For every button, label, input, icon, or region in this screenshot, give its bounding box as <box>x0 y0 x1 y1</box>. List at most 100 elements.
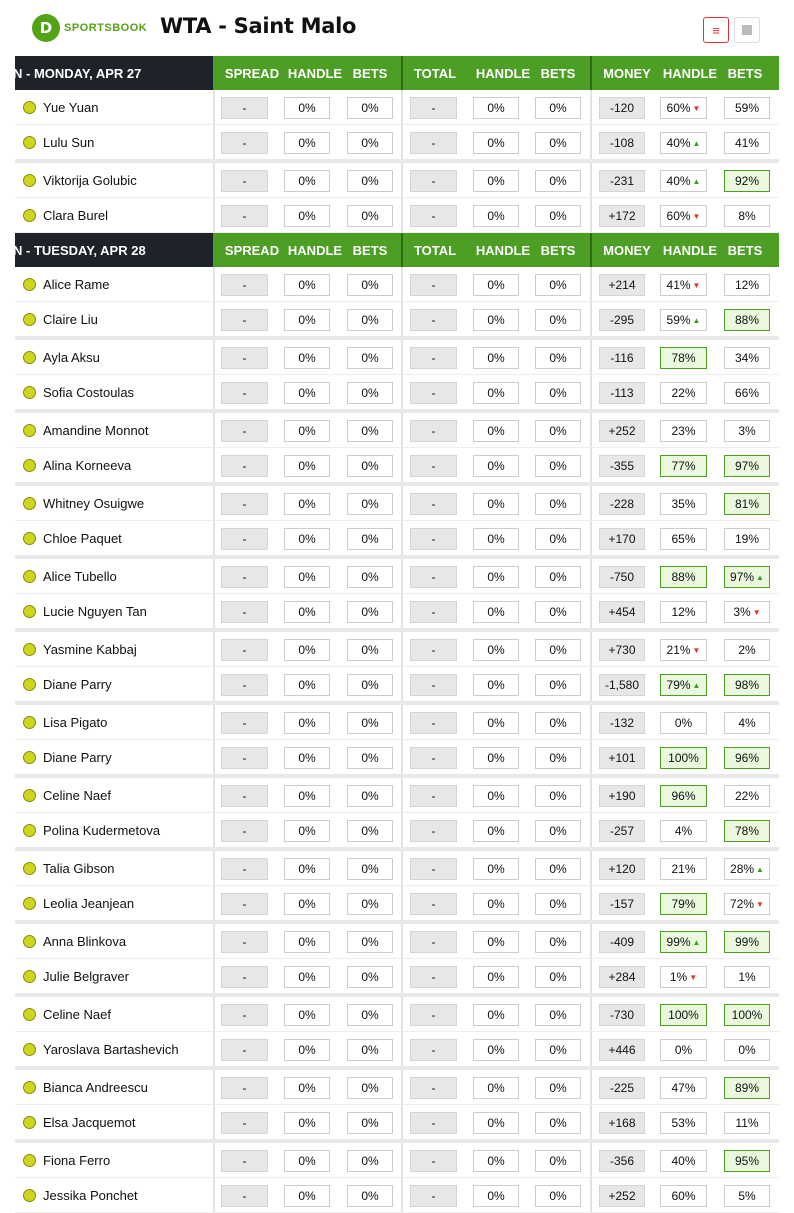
column-header-handle[interactable]: HANDLE <box>287 242 343 258</box>
column-header-handle[interactable]: HANDLE <box>287 65 343 81</box>
column-header-bets[interactable]: BETS <box>540 65 576 81</box>
cell-money[interactable]: +284 <box>599 966 645 988</box>
cell-money[interactable]: -116 <box>599 347 645 369</box>
cell-s-handle: 0% <box>284 820 330 842</box>
cell-value: 59% <box>734 101 760 115</box>
cell-money[interactable]: -225 <box>599 1077 645 1099</box>
player-name[interactable]: Alice Tubello <box>23 559 117 593</box>
player-name[interactable]: Julie Belgraver <box>23 959 129 993</box>
column-header-handle[interactable]: HANDLE <box>475 65 531 81</box>
cell-money[interactable]: +446 <box>599 1039 645 1061</box>
player-name[interactable]: Sofia Costoulas <box>23 375 134 409</box>
player-name[interactable]: Lulu Sun <box>23 125 94 159</box>
cell-money[interactable]: -356 <box>599 1150 645 1172</box>
sportsbook-logo[interactable]: D SPORTSBOOK <box>32 14 147 42</box>
cell-money[interactable]: +168 <box>599 1112 645 1134</box>
player-name[interactable]: Talia Gibson <box>23 851 115 885</box>
cell-money[interactable]: +101 <box>599 747 645 769</box>
cell-total: - <box>410 97 457 119</box>
player-name[interactable]: Diane Parry <box>23 667 112 701</box>
cell-money[interactable]: -750 <box>599 566 645 588</box>
player-name[interactable]: Leolia Jeanjean <box>23 886 134 920</box>
cell-s-bets: 0% <box>347 858 393 880</box>
cell-money[interactable]: +214 <box>599 274 645 296</box>
player-name[interactable]: Alice Rame <box>23 267 109 301</box>
player-name[interactable]: Elsa Jacquemot <box>23 1105 136 1139</box>
column-header-bets[interactable]: BETS <box>352 242 388 258</box>
cell-money[interactable]: -355 <box>599 455 645 477</box>
player-name-label: Talia Gibson <box>43 860 115 876</box>
section-header: N - MONDAY, APR 27 SPREAD HANDLE BETS TOTAL H… <box>15 56 779 90</box>
column-header-total[interactable]: TOTAL <box>413 242 457 258</box>
column-header-handle[interactable]: HANDLE <box>662 242 718 258</box>
player-name[interactable]: Amandine Monnot <box>23 413 149 447</box>
cell-money[interactable]: +190 <box>599 785 645 807</box>
player-name[interactable]: Chloe Paquet <box>23 521 122 555</box>
grid-view-button[interactable] <box>734 17 760 43</box>
cell-money[interactable]: -730 <box>599 1004 645 1026</box>
cell-s-handle: 0% <box>284 1039 330 1061</box>
cell-spread: - <box>221 1150 268 1172</box>
column-header-money[interactable]: MONEY <box>603 65 651 81</box>
cell-value: 1% <box>669 970 688 984</box>
player-name[interactable]: Polina Kudermetova <box>23 813 160 847</box>
cell-money[interactable]: -228 <box>599 493 645 515</box>
player-name[interactable]: Bianca Andreescu <box>23 1070 148 1104</box>
player-name[interactable]: Viktorija Golubic <box>23 163 137 197</box>
cell-money[interactable]: -120 <box>599 97 645 119</box>
cell-t-bets: 0% <box>535 97 581 119</box>
cell-money[interactable]: -108 <box>599 132 645 154</box>
cell-money[interactable]: +252 <box>599 420 645 442</box>
column-header-handle[interactable]: HANDLE <box>475 242 531 258</box>
cell-money[interactable]: -257 <box>599 820 645 842</box>
cell-m-handle: 79% <box>660 893 707 915</box>
player-name-label: Diane Parry <box>43 676 112 692</box>
cell-money[interactable]: -113 <box>599 382 645 404</box>
column-separator <box>401 1105 403 1139</box>
column-header-bets[interactable]: BETS <box>727 242 763 258</box>
tennis-ball-icon <box>23 312 36 326</box>
cell-t-handle: 0% <box>473 785 519 807</box>
player-name[interactable]: Jessika Ponchet <box>23 1178 138 1212</box>
player-name[interactable]: Yue Yuan <box>23 90 98 124</box>
cell-money[interactable]: -132 <box>599 712 645 734</box>
player-name[interactable]: Ayla Aksu <box>23 340 100 374</box>
player-name[interactable]: Yaroslava Bartashevich <box>23 1032 179 1066</box>
column-header-spread[interactable]: SPREAD <box>224 242 280 258</box>
cell-money[interactable]: -157 <box>599 893 645 915</box>
player-name[interactable]: Celine Naef <box>23 778 111 812</box>
list-view-button[interactable]: ≡ <box>703 17 729 43</box>
player-name[interactable]: Alina Korneeva <box>23 448 131 482</box>
cell-total: - <box>410 785 457 807</box>
player-name[interactable]: Claire Liu <box>23 302 98 336</box>
cell-money[interactable]: +454 <box>599 601 645 623</box>
column-header-bets[interactable]: BETS <box>540 242 576 258</box>
player-name[interactable]: Anna Blinkova <box>23 924 126 958</box>
column-header-money[interactable]: MONEY <box>603 242 651 258</box>
cell-money[interactable]: +730 <box>599 639 645 661</box>
player-name[interactable]: Fiona Ferro <box>23 1143 110 1177</box>
player-name[interactable]: Diane Parry <box>23 740 112 774</box>
cell-money[interactable]: +252 <box>599 1185 645 1207</box>
player-row: Polina Kudermetova - 0% 0% - 0% 0% -257 4% 78% <box>15 813 779 851</box>
player-name[interactable]: Whitney Osuigwe <box>23 486 144 520</box>
player-name[interactable]: Lucie Nguyen Tan <box>23 594 147 628</box>
column-header-bets[interactable]: BETS <box>352 65 388 81</box>
cell-money[interactable]: +120 <box>599 858 645 880</box>
cell-value: - <box>242 824 247 838</box>
player-name[interactable]: Lisa Pigato <box>23 705 107 739</box>
player-name[interactable]: Clara Burel <box>23 198 108 232</box>
cell-money[interactable]: +172 <box>599 205 645 227</box>
cell-money[interactable]: +170 <box>599 528 645 550</box>
column-header-handle[interactable]: HANDLE <box>662 65 718 81</box>
cell-money[interactable]: -295 <box>599 309 645 331</box>
column-header-bets[interactable]: BETS <box>727 65 763 81</box>
column-header-spread[interactable]: SPREAD <box>224 65 280 81</box>
cell-money[interactable]: -409 <box>599 931 645 953</box>
cell-money[interactable]: -231 <box>599 170 645 192</box>
player-name[interactable]: Yasmine Kabbaj <box>23 632 137 666</box>
column-header-total[interactable]: TOTAL <box>413 65 457 81</box>
player-name[interactable]: Celine Naef <box>23 997 111 1031</box>
cell-value: - <box>431 1189 436 1203</box>
cell-money[interactable]: -1,580 <box>599 674 645 696</box>
